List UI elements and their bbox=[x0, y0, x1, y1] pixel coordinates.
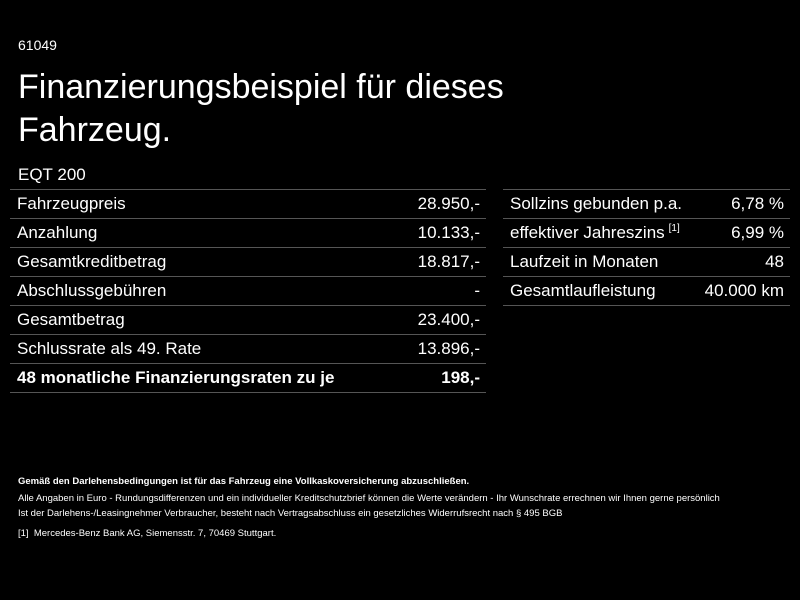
row-value: 6,78 % bbox=[731, 194, 784, 213]
row-label: Gesamtlaufleistung bbox=[510, 281, 656, 301]
label-text: Gesamtkreditbetrag bbox=[17, 252, 167, 271]
offer-id: 61049 bbox=[18, 37, 57, 53]
label-text: Gesamtbetrag bbox=[17, 310, 125, 329]
table-row: Gesamtbetrag 23.400,- bbox=[10, 306, 486, 335]
table-row: Gesamtkreditbetrag 18.817,- bbox=[10, 248, 486, 277]
footer-bold: Gemäß den Darlehensbedingungen ist für d… bbox=[18, 476, 470, 487]
model: EQT 200 bbox=[18, 165, 86, 184]
footer-line: Alle Angaben in Euro - Rundungsdifferenz… bbox=[18, 492, 720, 504]
label-text: Sollzins gebunden p.a. bbox=[510, 194, 683, 213]
table-row: Laufzeit in Monaten 48 bbox=[503, 248, 790, 277]
label-text: Schlussrate als 49. Rate bbox=[17, 339, 202, 358]
label-text: Fahrzeugpreis bbox=[17, 194, 126, 213]
row-value: 18.817,- bbox=[417, 252, 480, 271]
row-label: Anzahlung bbox=[17, 223, 97, 243]
row-label: Fahrzeugpreis bbox=[17, 194, 126, 214]
table-row: Abschlussgebühren - bbox=[10, 277, 486, 306]
row-value: 40.000 km bbox=[704, 281, 784, 300]
footnote-ref: [1] bbox=[668, 223, 680, 234]
table-row: Sollzins gebunden p.a. 6,78 % bbox=[503, 190, 790, 219]
table-row: Anzahlung 10.133,- bbox=[10, 219, 486, 248]
footer: Gemäß den Darlehensbedingungen ist für d… bbox=[18, 474, 720, 541]
table-row: Gesamtlaufleistung 40.000 km bbox=[503, 277, 790, 306]
table-row: effektiver Jahreszins [1] 6,99 % bbox=[503, 219, 790, 248]
row-value: 10.133,- bbox=[417, 223, 480, 242]
row-label: Laufzeit in Monaten bbox=[510, 252, 658, 272]
row-label: Schlussrate als 49. Rate bbox=[17, 339, 201, 359]
footnote: [1] Mercedes-Benz Bank AG, Siemensstr. 7… bbox=[18, 526, 720, 542]
conditions-table: Sollzins gebunden p.a. 6,78 % effektiver J… bbox=[503, 189, 790, 306]
financing-table: Fahrzeugpreis 28.950,- Anzahlung 10.133,- Ge… bbox=[10, 189, 486, 393]
label-text: effektiver Jahreszins bbox=[510, 223, 665, 242]
label-text: Anzahlung bbox=[17, 223, 98, 242]
footer-line: Ist der Darlehens-/Leasingnehmer Verbrau… bbox=[18, 508, 563, 519]
footnote-text: Mercedes-Benz Bank AG, Siemensstr. 7, 70… bbox=[33, 527, 277, 539]
row-value: - bbox=[474, 281, 480, 300]
row-label: Gesamtkreditbetrag bbox=[17, 252, 166, 272]
footnote-marker: [1] bbox=[18, 527, 29, 539]
row-label: effektiver Jahreszins [1] bbox=[510, 223, 680, 243]
table-row: 48 monatliche Finanzierungsraten zu je 19… bbox=[10, 364, 486, 393]
row-value: 198,- bbox=[441, 368, 480, 387]
table-row: Fahrzeugpreis 28.950,- bbox=[10, 190, 486, 219]
row-value: 6,99 % bbox=[731, 223, 784, 242]
label-text: Gesamtlaufleistung bbox=[510, 281, 656, 300]
table-row: Schlussrate als 49. Rate 13.896,- bbox=[10, 335, 486, 364]
row-value: 23.400,- bbox=[417, 310, 480, 329]
row-label: Abschlussgebühren bbox=[17, 281, 166, 301]
row-value: 13.896,- bbox=[417, 339, 480, 358]
row-value: 48 bbox=[765, 252, 784, 271]
row-label: 48 monatliche Finanzierungsraten zu je bbox=[17, 368, 334, 388]
label-text: Laufzeit in Monaten bbox=[510, 252, 659, 271]
label-text: Abschlussgebühren bbox=[17, 281, 167, 300]
row-label: Gesamtbetrag bbox=[17, 310, 125, 330]
label-text: 48 monatliche Finanzierungsraten zu je bbox=[17, 368, 335, 387]
row-label: Sollzins gebunden p.a. bbox=[510, 194, 682, 214]
row-value: 28.950,- bbox=[417, 194, 480, 213]
title: Finanzierungsbeispiel für dieses Fahrzeu… bbox=[18, 68, 504, 149]
